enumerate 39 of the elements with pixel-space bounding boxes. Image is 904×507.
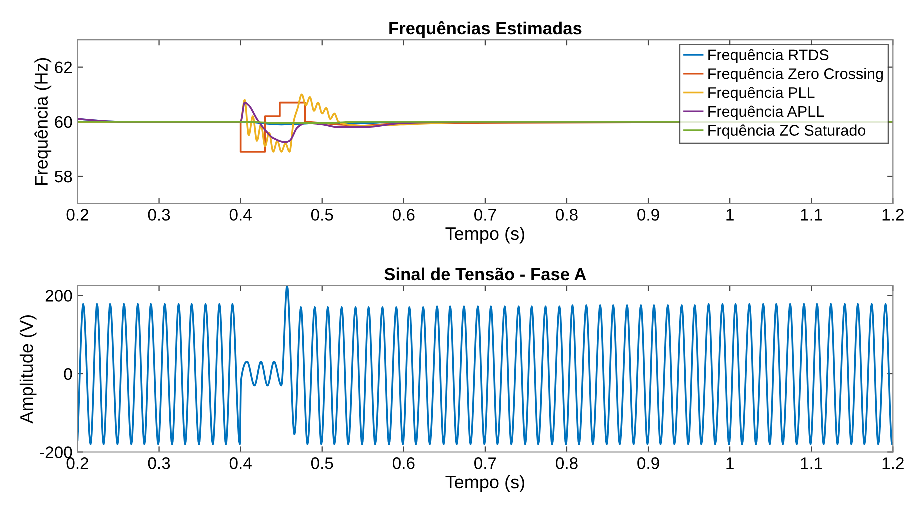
y-tick-label: 0 [64, 368, 72, 380]
x-tick-label: 0.6 [392, 209, 415, 221]
x-tick-label: 0.5 [311, 209, 334, 221]
x-tick-label: 0.9 [638, 209, 660, 221]
x-tick-label: 0.7 [474, 209, 496, 221]
y-tick-label: 58 [55, 170, 72, 183]
x-tick-label: 1.2 [882, 458, 904, 470]
x-tick-label: 1.1 [801, 209, 822, 221]
y-tick-label: 62 [55, 62, 72, 74]
x-tick-label: 0.2 [66, 458, 88, 470]
x-tick-label: 0.3 [148, 458, 170, 470]
x-tick-label: 0.6 [392, 458, 415, 470]
chart-title: Frequências Estimadas [390, 22, 582, 38]
x-tick-label: 0.5 [311, 458, 334, 470]
y-tick-label: 60 [55, 116, 72, 128]
x-tick-label: 1 [726, 458, 734, 470]
x-axis-title: Tempo (s) [446, 475, 524, 492]
legend-label: Frequência Zero Crossing [708, 68, 884, 82]
x-tick-label: 0.8 [556, 458, 578, 470]
x-tick-label: 1 [726, 209, 734, 221]
y-axis-title: Amplitude (V) [20, 316, 37, 424]
x-tick-label: 0.8 [556, 209, 578, 221]
legend-label: Frequência PLL [708, 86, 815, 102]
chart-title: Sinal de Tensão - Fase A [384, 268, 586, 281]
y-tick-label: 200 [46, 290, 72, 302]
y-tick-label: -200 [40, 446, 72, 458]
legend-label: Frequência RTDS [708, 49, 829, 64]
x-axis-title: Tempo (s) [446, 226, 524, 244]
x-tick-label: 0.4 [230, 458, 252, 470]
x-tick-label: 1.1 [801, 458, 822, 470]
x-tick-label: 0.3 [148, 209, 170, 221]
x-tick-label: 0.7 [474, 458, 496, 470]
x-tick-label: 0.9 [638, 458, 660, 470]
y-axis-title: Frequência (Hz) [34, 58, 52, 186]
legend-label: Frquência ZC Saturado [708, 124, 866, 140]
x-tick-label: 0.4 [230, 209, 252, 221]
x-tick-label: 1.2 [882, 209, 904, 221]
legend-label: Frequência APLL [708, 106, 824, 120]
x-tick-label: 0.2 [66, 209, 88, 221]
